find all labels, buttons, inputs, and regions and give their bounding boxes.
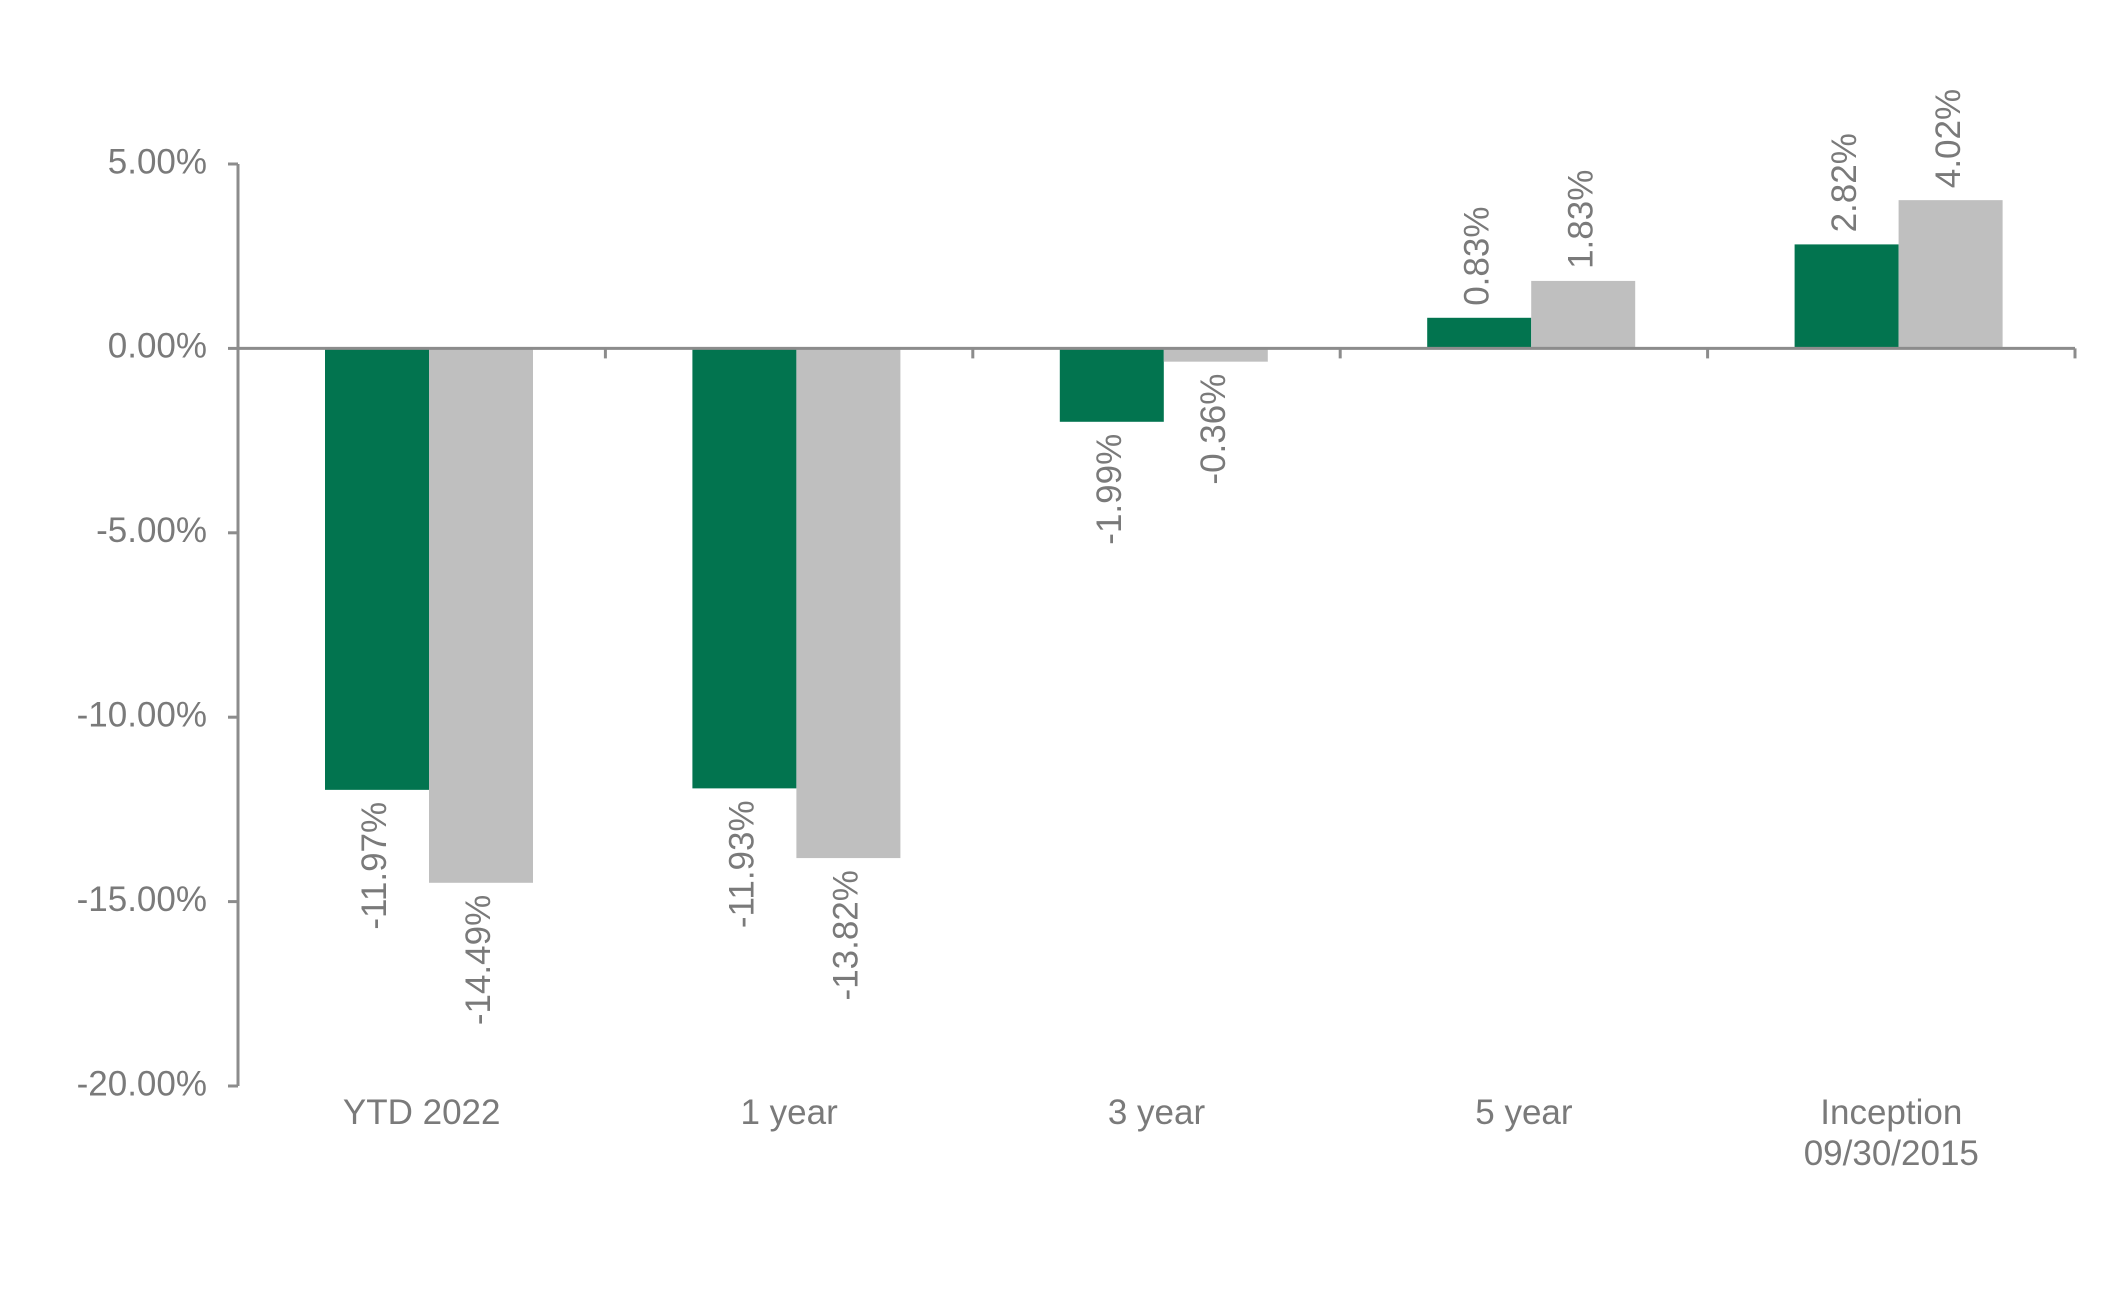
data-label-series2-cat3: -0.36% — [1194, 374, 1233, 485]
bar-series2-cat4 — [1531, 280, 1636, 349]
y-tick-label: 5.00% — [108, 142, 207, 181]
data-label-series2-cat5: 4.02% — [1929, 89, 1968, 188]
data-label-series2-cat2: -13.82% — [827, 870, 866, 1000]
data-label-series1-cat4: 0.83% — [1457, 207, 1496, 306]
x-category-label: 3 year — [1108, 1093, 1206, 1132]
y-tick-label: 0.00% — [108, 327, 207, 366]
bar-series2-cat1 — [429, 348, 533, 883]
bar-series1-cat5 — [1794, 244, 1899, 349]
data-label-series2-cat1: -14.49% — [459, 895, 498, 1025]
y-tick-label: -10.00% — [77, 695, 207, 734]
bar-series2-cat3 — [1163, 348, 1268, 362]
x-category-label: YTD 2022 — [343, 1093, 501, 1132]
y-tick-label: -15.00% — [77, 880, 207, 919]
y-tick-label: -20.00% — [77, 1064, 207, 1103]
data-label-series2-cat4: 1.83% — [1561, 170, 1600, 269]
labels-layer: 5.00% 0.00% -5.00% -10.00% -15.00% -20.00% YTD… — [77, 89, 1979, 1173]
bar-series2-cat5 — [1898, 200, 2003, 349]
bar-series1-cat2 — [692, 348, 797, 789]
x-category-label: Inception 09/30/2015 — [1804, 1093, 1979, 1173]
data-label-series1-cat5: 2.82% — [1825, 133, 1864, 232]
data-label-series1-cat1: -11.97% — [355, 802, 394, 930]
data-label-series1-cat3: -1.99% — [1090, 434, 1129, 545]
bars-layer — [325, 200, 2003, 883]
axes-layer — [228, 162, 2077, 1088]
bar-series2-cat2 — [796, 348, 901, 859]
x-category-label: 5 year — [1475, 1093, 1573, 1132]
bar-series1-cat3 — [1059, 348, 1164, 422]
x-category-label: 1 year — [740, 1093, 838, 1132]
y-tick-label: -5.00% — [96, 511, 207, 550]
bar-series1-cat1 — [325, 348, 429, 790]
bar-series1-cat4 — [1427, 317, 1532, 349]
data-label-series1-cat2: -11.93% — [723, 800, 762, 928]
